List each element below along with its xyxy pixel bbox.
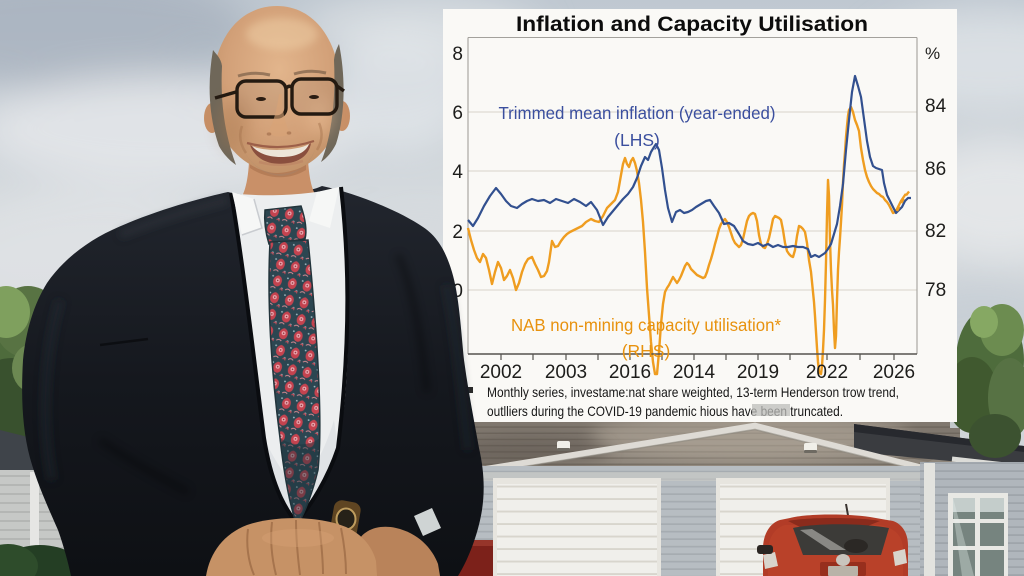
svg-text:0: 0 bbox=[452, 281, 463, 302]
svg-text:84: 84 bbox=[925, 96, 947, 117]
svg-text:%: % bbox=[925, 44, 940, 63]
svg-text:(RHS): (RHS) bbox=[622, 341, 671, 361]
svg-text:8: 8 bbox=[452, 44, 463, 65]
svg-text:Monthly series, investame:nat: Monthly series, investame:nat share weig… bbox=[487, 384, 899, 400]
svg-text:2019: 2019 bbox=[737, 362, 779, 383]
svg-text:2003: 2003 bbox=[545, 362, 587, 383]
svg-text:2002: 2002 bbox=[480, 362, 522, 383]
svg-text:2014: 2014 bbox=[673, 362, 716, 383]
svg-text:6: 6 bbox=[452, 103, 463, 124]
svg-text:4: 4 bbox=[452, 162, 463, 183]
svg-text:(LHS): (LHS) bbox=[614, 130, 660, 150]
svg-text:NAB non-mining capacity utilis: NAB non-mining capacity utilisation* bbox=[511, 315, 781, 335]
svg-text:Inflation and Capacity Utilisa: Inflation and Capacity Utilisation bbox=[516, 13, 868, 36]
svg-text:Trimmed mean inflation (year-e: Trimmed mean inflation (year-ended) bbox=[499, 103, 776, 123]
svg-text:82: 82 bbox=[925, 221, 946, 242]
svg-text:2022: 2022 bbox=[806, 362, 848, 383]
svg-text:78: 78 bbox=[925, 280, 946, 301]
svg-text:86: 86 bbox=[925, 159, 946, 180]
svg-text:2: 2 bbox=[452, 222, 463, 243]
svg-text:2016: 2016 bbox=[609, 362, 651, 383]
svg-text:2026: 2026 bbox=[873, 362, 915, 383]
